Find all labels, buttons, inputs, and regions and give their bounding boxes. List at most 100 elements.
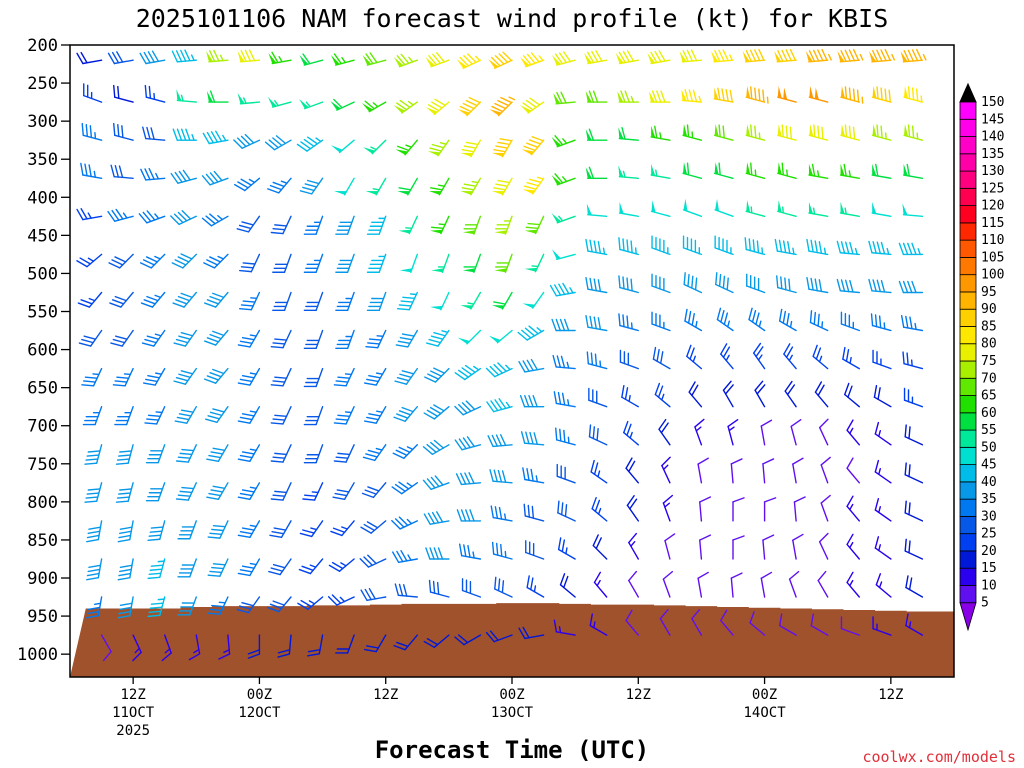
wind-barb	[522, 176, 545, 195]
wind-barb	[774, 48, 797, 63]
wind-barb	[132, 634, 142, 662]
wind-barb	[745, 162, 766, 180]
x-axis-label: Forecast Time (UTC)	[375, 736, 650, 764]
wind-barb	[272, 253, 292, 273]
wind-barb	[86, 558, 103, 581]
y-tick-label: 200	[27, 36, 58, 56]
y-tick-label: 500	[27, 264, 58, 284]
wind-barb	[237, 367, 261, 386]
wind-barb	[144, 406, 166, 425]
wind-barb	[100, 634, 112, 662]
wind-barb	[86, 596, 103, 619]
y-tick-label: 600	[27, 341, 58, 361]
wind-barb	[422, 439, 450, 455]
x-tick-label: 12Z	[373, 687, 398, 703]
wind-barb	[584, 50, 608, 65]
wind-barb	[524, 215, 545, 235]
wind-barb	[749, 611, 766, 636]
colorbar-cell	[959, 585, 977, 604]
wind-barb	[618, 275, 639, 294]
colorbar-cell	[959, 429, 977, 448]
wind-barb	[234, 177, 261, 192]
wind-barb	[425, 547, 450, 560]
wind-barb	[525, 540, 545, 560]
wind-barb	[753, 342, 766, 370]
wind-barb	[270, 482, 292, 501]
colorbar-cell	[959, 464, 977, 483]
wind-barb	[84, 482, 103, 503]
colorbar-label: 80	[981, 337, 997, 352]
wind-barb	[330, 520, 355, 537]
wind-barb	[139, 253, 166, 269]
y-tick-label: 850	[27, 531, 58, 551]
wind-barb	[171, 253, 198, 269]
wind-barb	[161, 634, 172, 662]
wind-barb	[363, 406, 387, 424]
colorbar-cell	[959, 326, 977, 345]
wind-barb	[777, 162, 797, 180]
wind-barb	[526, 575, 545, 598]
x-tick-label: 00Z	[247, 687, 272, 703]
wind-barb	[457, 329, 482, 345]
wind-barb	[623, 420, 639, 446]
wind-barb	[76, 208, 103, 221]
wind-barb	[114, 406, 134, 426]
wind-barb	[618, 165, 639, 180]
wind-barb	[628, 532, 639, 560]
wind-barb	[762, 534, 775, 560]
wind-barb	[727, 419, 739, 446]
wind-barb	[553, 91, 576, 105]
wind-barb	[110, 329, 134, 347]
wind-barb	[868, 278, 892, 294]
wind-barb	[618, 237, 639, 256]
wind-barb	[586, 351, 608, 370]
wind-barb	[485, 630, 513, 643]
wind-barb	[720, 343, 734, 370]
wind-barb	[903, 387, 924, 408]
wind-barb	[112, 367, 134, 387]
wind-barb	[270, 215, 292, 235]
wind-barb	[107, 51, 134, 65]
colorbar-label: 55	[981, 423, 997, 438]
x-tick-label: 11OCT	[112, 705, 155, 721]
wind-barb	[585, 314, 608, 332]
wind-barb	[454, 436, 482, 451]
wind-barb	[818, 418, 829, 446]
wind-barb	[110, 164, 134, 180]
credit-link[interactable]: coolwx.com/models	[862, 748, 1016, 766]
wind-barb	[551, 249, 576, 261]
wind-barb	[462, 253, 482, 273]
wind-barb	[846, 457, 860, 484]
wind-barb	[650, 125, 671, 141]
wind-barb	[688, 381, 703, 408]
wind-barb	[839, 201, 860, 218]
wind-speed-colorbar: 5 10 15 20 25 30 35 40 45 50 55 60 65 70 75 80 85 90 95 100…	[959, 82, 1004, 632]
wind-barb	[424, 367, 450, 383]
wind-barb	[303, 406, 324, 426]
wind-barb	[553, 619, 576, 636]
colorbar-label: 40	[981, 475, 997, 490]
wind-barb	[902, 351, 924, 370]
wind-barb	[334, 177, 355, 196]
wind-barb	[730, 458, 743, 484]
wind-barb	[488, 51, 513, 69]
wind-barb	[784, 380, 797, 408]
wind-barb	[618, 313, 639, 332]
wind-barb	[618, 201, 639, 218]
wind-barb	[144, 84, 166, 103]
wind-barb	[203, 367, 229, 384]
wind-barb	[115, 482, 134, 503]
wind-barb	[902, 163, 924, 180]
colorbar-cell	[959, 256, 977, 276]
wind-barb	[904, 462, 924, 484]
wind-barb	[902, 203, 924, 218]
wind-barb	[557, 537, 576, 560]
wind-barb	[869, 48, 896, 63]
wind-barb	[898, 280, 924, 294]
wind-barb	[393, 99, 418, 114]
wind-barb	[792, 457, 804, 484]
wind-barb	[428, 177, 450, 196]
colorbar-label: 45	[981, 458, 997, 473]
colorbar-cell	[959, 412, 977, 431]
wind-barb	[206, 482, 229, 500]
